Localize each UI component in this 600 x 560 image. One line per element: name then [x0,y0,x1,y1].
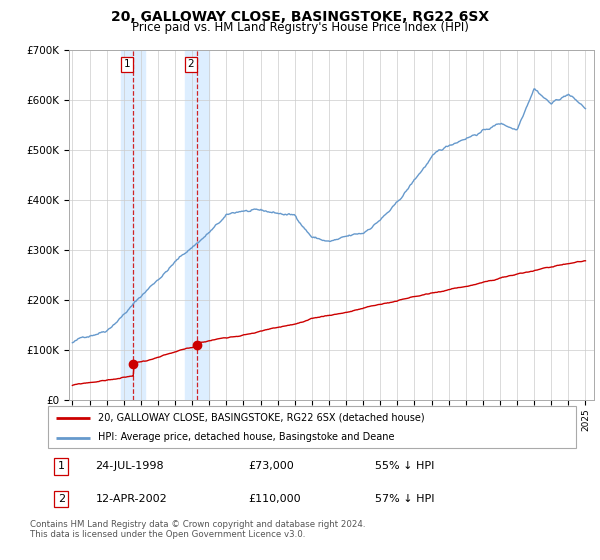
FancyBboxPatch shape [48,406,576,448]
Text: 1: 1 [124,59,131,69]
Text: 20, GALLOWAY CLOSE, BASINGSTOKE, RG22 6SX (detached house): 20, GALLOWAY CLOSE, BASINGSTOKE, RG22 6S… [98,413,425,423]
Text: 2: 2 [58,494,65,504]
Text: HPI: Average price, detached house, Basingstoke and Deane: HPI: Average price, detached house, Basi… [98,432,395,442]
Text: 12-APR-2002: 12-APR-2002 [95,494,167,504]
Text: 55% ↓ HPI: 55% ↓ HPI [376,461,435,471]
Text: Contains HM Land Registry data © Crown copyright and database right 2024.
This d: Contains HM Land Registry data © Crown c… [30,520,365,539]
Text: 24-JUL-1998: 24-JUL-1998 [95,461,164,471]
Text: 20, GALLOWAY CLOSE, BASINGSTOKE, RG22 6SX: 20, GALLOWAY CLOSE, BASINGSTOKE, RG22 6S… [111,10,489,24]
Text: £110,000: £110,000 [248,494,301,504]
Text: 2: 2 [188,59,194,69]
Bar [121,50,145,400]
Bar [185,50,209,400]
Text: 1: 1 [58,461,65,471]
Text: 57% ↓ HPI: 57% ↓ HPI [376,494,435,504]
Text: Price paid vs. HM Land Registry's House Price Index (HPI): Price paid vs. HM Land Registry's House … [131,21,469,34]
Text: £73,000: £73,000 [248,461,295,471]
